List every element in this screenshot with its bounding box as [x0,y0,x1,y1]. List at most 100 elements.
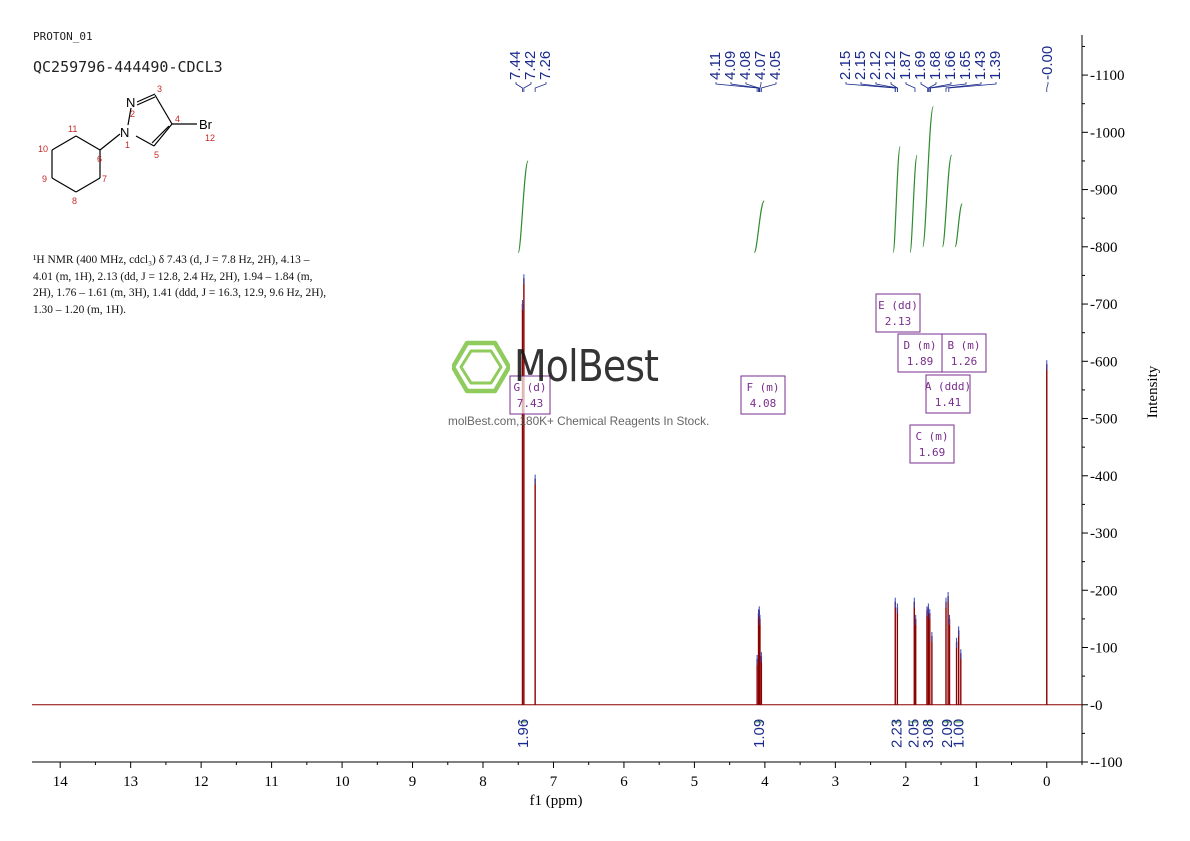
peak-shift-label: 1.69 [912,51,929,80]
integral-curve [922,105,934,248]
y-tick-label: -600 [1090,354,1118,370]
peak-shift-label: 4.05 [767,51,784,80]
description-line-1: ¹H NMR (400 MHz, cdcl₃) δ 7.43 (d, J = 7… [33,254,310,266]
y-tick-label: -800 [1090,240,1118,256]
multiplet-type: A (ddd) [925,380,971,393]
atom-number-11: 11 [68,124,77,134]
peak-connector [759,82,762,92]
peak-connector [760,82,777,92]
peak-shift-label: 4.09 [722,51,739,80]
integral-value: 2.05 [906,719,923,748]
atom-br: Br [199,117,213,132]
peak-connector [745,82,760,92]
peak-shift-label: 1.68 [927,51,944,80]
multiplet-type: F (m) [746,381,779,394]
atom-number-3: 3 [157,84,162,94]
integral-curve [753,200,765,254]
atom-number-12: 12 [205,133,215,143]
peak-connector [930,82,967,92]
y-tick-label: -700 [1090,297,1118,313]
x-tick-label: 3 [832,774,840,790]
atom-number-8: 8 [72,196,77,206]
watermark-logo: MolBest [452,340,682,394]
description-line-3: 2H), 1.76 – 1.61 (m, 3H), 1.41 (ddd, J =… [33,287,327,299]
multiplet-shift: 2.13 [885,315,912,328]
y-tick-label: -200 [1090,583,1118,599]
multiplet-boxes: E (dd) 2.13 D (m) 1.89 B (m) 1.26 A (ddd) 1.41 C… [509,293,987,464]
multiplet-shift: 1.26 [951,355,978,368]
peak-connector [948,82,997,92]
description-line-4: 1.30 – 1.20 (m, 1H). [33,303,127,316]
integral-curve [892,146,901,254]
multiplet-type: C (m) [915,430,948,443]
atom-number-7: 7 [102,174,107,184]
atom-number-10: 10 [38,144,48,154]
peak-connector [929,82,952,92]
x-tick-label: 12 [194,774,209,790]
x-tick-label: 10 [335,774,350,790]
x-axis-ticks: 14 13 12 11 10 9 8 7 6 5 4 3 2 1 0 [53,762,1083,790]
peak-shift-label: 4.07 [752,51,769,80]
atom-number-9: 9 [42,174,47,184]
spectrum [32,274,1082,706]
multiplet-shift: 7.43 [517,397,544,410]
peak-connector [1046,82,1049,92]
experiment-id: QC259796-444490-CDCL3 [33,58,223,76]
peak-connector [715,82,758,92]
peak-shift-label: 1.66 [942,51,959,80]
integrals: 1.96 1.09 2.23 2.053.08 2.091.00 [515,105,968,748]
x-axis-label: f1 (ppm) [530,793,583,809]
peak-shift-label: 2.15 [852,51,869,80]
multiplet-type: B (m) [947,339,980,352]
integral-curve [941,154,953,248]
peak-shift-label: 2.12 [867,51,884,80]
atom-number-2: 2 [130,109,135,119]
chemical-structure: N N Br 1 2 3 4 5 6 7 8 9 10 11 12 [38,84,215,206]
y-tick-label: -1100 [1090,68,1124,84]
integral-value: 1.09 [751,719,768,748]
integral-curve [909,154,918,254]
description-line-2: 4.01 (m, 1H), 2.13 (dd, J = 12.8, 2.4 Hz… [33,270,313,283]
integral-value: 1.00 [951,719,968,748]
y-axis-label: Intensity [1145,365,1161,418]
x-tick-label: 13 [123,774,138,790]
multiplet-box [941,333,987,373]
peak-connector [534,82,547,92]
x-tick-label: 8 [479,774,487,790]
peak-connector [920,82,929,92]
y-tick-label: -100 [1090,641,1118,657]
y-tick-label: -900 [1090,183,1118,199]
nmr-description: ¹H NMR (400 MHz, cdcl₃) δ 7.43 (d, J = 7… [33,252,393,318]
peak-shift-label: 1.39 [987,51,1004,80]
peak-connector [905,82,916,92]
integral-value: 3.08 [920,719,937,748]
peak-connector [890,82,898,92]
multiplet-shift: 1.89 [907,355,934,368]
y-tick-label: -300 [1090,526,1118,542]
peak-connector [860,82,896,92]
watermark-name: MolBest [514,341,659,392]
watermark-tagline: molBest.com,180K+ Chemical Reagents In S… [448,414,710,428]
atom-n1: N [120,125,129,140]
peak-shift-label: 4.08 [737,51,754,80]
x-tick-label: 2 [902,774,910,790]
multiplet-shift: 1.69 [919,446,946,459]
peak-shift-label: 7.44 [507,51,524,80]
x-tick-label: 1 [973,774,981,790]
integral-curve [954,203,963,248]
peak-connector [927,82,937,92]
x-tick-label: 7 [550,774,558,790]
atom-n2: N [126,95,135,110]
sample-name: PROTON_01 [33,30,93,43]
x-tick-label: 0 [1043,774,1051,790]
peak-shift-label: 2.12 [882,51,899,80]
multiplet-box [897,333,943,373]
peak-connector [515,82,523,92]
hexagon-logo-icon [452,340,510,394]
y-axis-ticks: --100 -0 -100 -200 -300 -400 -500 -600 -700 -800 -… [1082,45,1125,771]
multiplet-box [925,374,971,414]
x-tick-label: 9 [409,774,417,790]
multiplet-shift: 4.08 [750,397,777,410]
peak-connector [730,82,759,92]
y-tick-label: -0 [1090,698,1103,714]
